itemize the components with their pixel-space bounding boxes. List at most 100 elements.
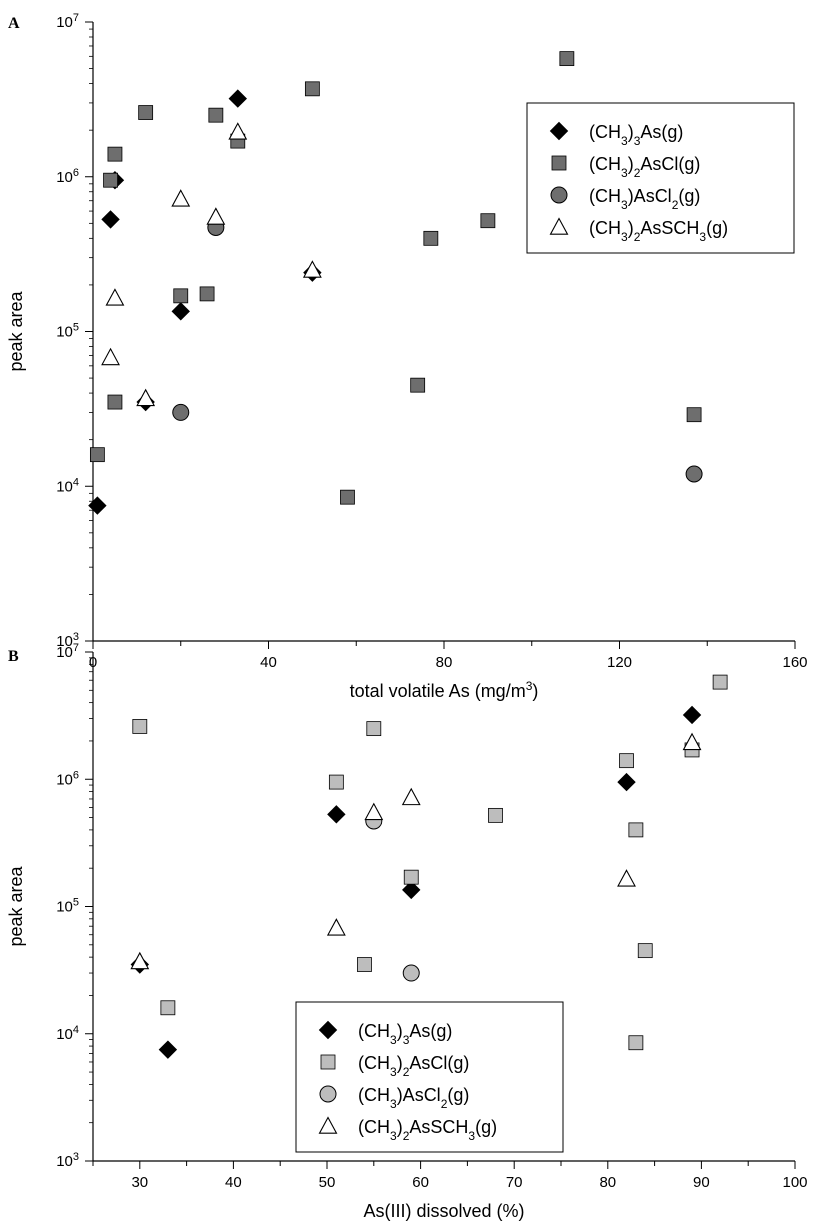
text-segment: 2 bbox=[403, 1129, 410, 1143]
series-triangle bbox=[130, 732, 702, 970]
data-point-triangle bbox=[130, 951, 150, 970]
text-segment: (CH bbox=[589, 154, 621, 174]
data-point-square bbox=[340, 489, 355, 505]
series-circle bbox=[172, 218, 703, 483]
x-tick-label: 30 bbox=[131, 1174, 148, 1191]
tick-base: 10 bbox=[56, 633, 73, 650]
y-tick-label: 106 bbox=[56, 769, 79, 788]
legend: (CH3)3As(g)(CH3)2AsCl(g)(CH3)AsCl2(g)(CH… bbox=[295, 1001, 564, 1153]
data-point-diamond bbox=[682, 705, 702, 725]
data-point-triangle bbox=[206, 207, 226, 225]
data-point-triangle bbox=[228, 122, 248, 140]
data-point-diamond bbox=[88, 496, 107, 515]
x-axis-title: total volatile As (mg/m3) bbox=[350, 679, 539, 701]
tick-exponent: 6 bbox=[73, 769, 79, 781]
data-point-triangle bbox=[401, 787, 421, 806]
tick-exponent: 5 bbox=[73, 322, 79, 334]
data-point-square bbox=[628, 822, 644, 838]
legend-label: (CH3)2AsCl(g) bbox=[589, 154, 700, 180]
panel-label: B bbox=[8, 648, 19, 665]
text-segment: 2 bbox=[634, 230, 641, 244]
tick-exponent: 3 bbox=[73, 1151, 79, 1163]
y-tick-label: 103 bbox=[56, 631, 79, 650]
legend-label: (CH3)2AsCl(g) bbox=[358, 1053, 469, 1079]
data-point-square bbox=[138, 105, 154, 120]
data-point-triangle bbox=[105, 288, 125, 306]
data-point-square bbox=[403, 869, 419, 885]
tick-exponent: 4 bbox=[73, 1024, 79, 1036]
data-point-circle bbox=[685, 465, 703, 483]
x-axis-title-sup: 3 bbox=[526, 679, 533, 693]
data-point-square bbox=[559, 51, 575, 67]
tick-exponent: 4 bbox=[73, 476, 79, 488]
x-tick-label: 80 bbox=[599, 1174, 616, 1191]
text-segment: (g) bbox=[447, 1085, 469, 1105]
data-point-square bbox=[712, 674, 728, 690]
text-segment: (g) bbox=[706, 218, 728, 238]
data-point-triangle bbox=[302, 260, 322, 278]
legend-marker-square bbox=[551, 155, 567, 171]
data-point-square bbox=[208, 107, 224, 123]
y-tick-label: 104 bbox=[56, 1024, 79, 1043]
tick-base: 10 bbox=[56, 169, 73, 186]
legend-marker-circle bbox=[550, 186, 568, 204]
data-point-diamond bbox=[171, 302, 190, 321]
text-segment: 3 bbox=[468, 1129, 475, 1143]
text-segment: 3 bbox=[634, 134, 641, 148]
text-segment: 3 bbox=[621, 134, 628, 148]
y-tick-label: 105 bbox=[56, 322, 79, 341]
text-segment: 3 bbox=[390, 1065, 397, 1079]
text-segment: 3 bbox=[621, 198, 628, 212]
legend-marker-square bbox=[320, 1054, 336, 1070]
data-point-circle bbox=[172, 403, 190, 421]
series-diamond bbox=[88, 89, 322, 515]
x-tick-label: 120 bbox=[607, 654, 632, 671]
text-segment: ) bbox=[628, 154, 634, 174]
tick-base: 10 bbox=[56, 899, 73, 916]
text-segment: 2 bbox=[403, 1065, 410, 1079]
y-tick-label: 105 bbox=[56, 897, 79, 916]
text-segment: (CH bbox=[589, 186, 621, 206]
text-segment: (CH bbox=[589, 218, 621, 238]
data-point-diamond bbox=[158, 1040, 178, 1059]
data-point-square bbox=[160, 1000, 176, 1016]
tick-exponent: 3 bbox=[73, 631, 79, 643]
data-point-diamond bbox=[617, 772, 636, 792]
x-tick-label: 40 bbox=[260, 654, 277, 671]
chart-panel-a: A04080120160103104105106107total volatil… bbox=[6, 12, 808, 701]
text-segment: )AsCl bbox=[628, 186, 672, 206]
data-point-circle bbox=[402, 964, 420, 982]
legend-label: (CH3)3As(g) bbox=[589, 122, 683, 148]
text-segment: ) bbox=[397, 1117, 403, 1137]
legend-label: (CH3)AsCl2(g) bbox=[589, 186, 700, 212]
y-tick-label: 104 bbox=[56, 476, 79, 495]
text-segment: (CH bbox=[589, 122, 621, 142]
text-segment: (CH bbox=[358, 1021, 390, 1041]
data-point-diamond bbox=[101, 210, 120, 229]
x-tick-label: 90 bbox=[693, 1174, 710, 1191]
tick-base: 10 bbox=[56, 14, 73, 31]
text-segment: ) bbox=[397, 1053, 403, 1073]
data-point-triangle bbox=[364, 802, 384, 821]
text-segment: 2 bbox=[634, 166, 641, 180]
legend-label: (CH3)2AsSCH3(g) bbox=[358, 1117, 497, 1143]
y-axis-title: peak area bbox=[6, 865, 26, 946]
text-segment: AsSCH bbox=[640, 218, 699, 238]
x-axis-title-end: ) bbox=[532, 681, 538, 701]
tick-exponent: 6 bbox=[73, 167, 79, 179]
legend-label: (CH3)2AsSCH3(g) bbox=[589, 218, 728, 244]
legend: (CH3)3As(g)(CH3)2AsCl(g)(CH3)AsCl2(g)(CH… bbox=[526, 102, 795, 254]
legend-marker-diamond bbox=[318, 1020, 338, 1040]
x-tick-label: 160 bbox=[782, 654, 807, 671]
text-segment: ) bbox=[628, 122, 634, 142]
data-point-square bbox=[107, 146, 123, 162]
data-point-square bbox=[410, 377, 426, 393]
text-segment: 2 bbox=[441, 1097, 448, 1111]
data-point-square bbox=[173, 288, 189, 304]
y-axis-title: peak area bbox=[6, 290, 26, 371]
data-point-square bbox=[366, 721, 382, 737]
data-point-square bbox=[304, 81, 320, 97]
x-tick-label: 60 bbox=[412, 1174, 429, 1191]
x-tick-label: 70 bbox=[506, 1174, 523, 1191]
data-point-square bbox=[357, 957, 372, 972]
